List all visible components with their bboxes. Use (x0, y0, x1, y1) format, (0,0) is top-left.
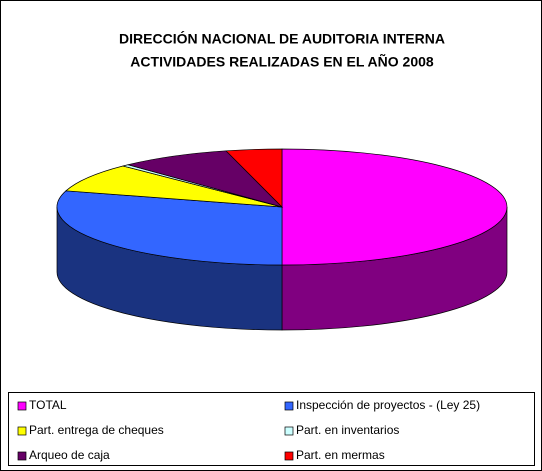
pie-slice (127, 150, 284, 208)
legend-label: Part. en mermas (296, 448, 385, 462)
legend-label: Part. entrega de cheques (29, 423, 164, 437)
legend-label: Inspección de proyectos - (Ley 25) (296, 398, 480, 412)
legend-swatch (284, 401, 294, 411)
pie-slice (281, 148, 508, 266)
legend-label: Arqueo de caja (29, 448, 110, 462)
legend-box (8, 392, 535, 466)
legend-swatch (284, 451, 294, 461)
legend-swatch (17, 451, 27, 461)
legend-label: TOTAL (29, 398, 67, 412)
chart-subtitle: ACTIVIDADES REALIZADAS EN EL AÑO 2008 (130, 53, 434, 70)
pie-slice (225, 148, 283, 208)
legend-swatch (17, 401, 27, 411)
legend-label: Part. en inventarios (296, 423, 399, 437)
pie-slice (65, 165, 283, 208)
pie-slice (56, 190, 283, 266)
legend-swatch (17, 426, 27, 436)
chart-title: DIRECCIÓN NACIONAL DE AUDITORIA INTERNA (119, 30, 445, 47)
legend-swatch (284, 426, 294, 436)
